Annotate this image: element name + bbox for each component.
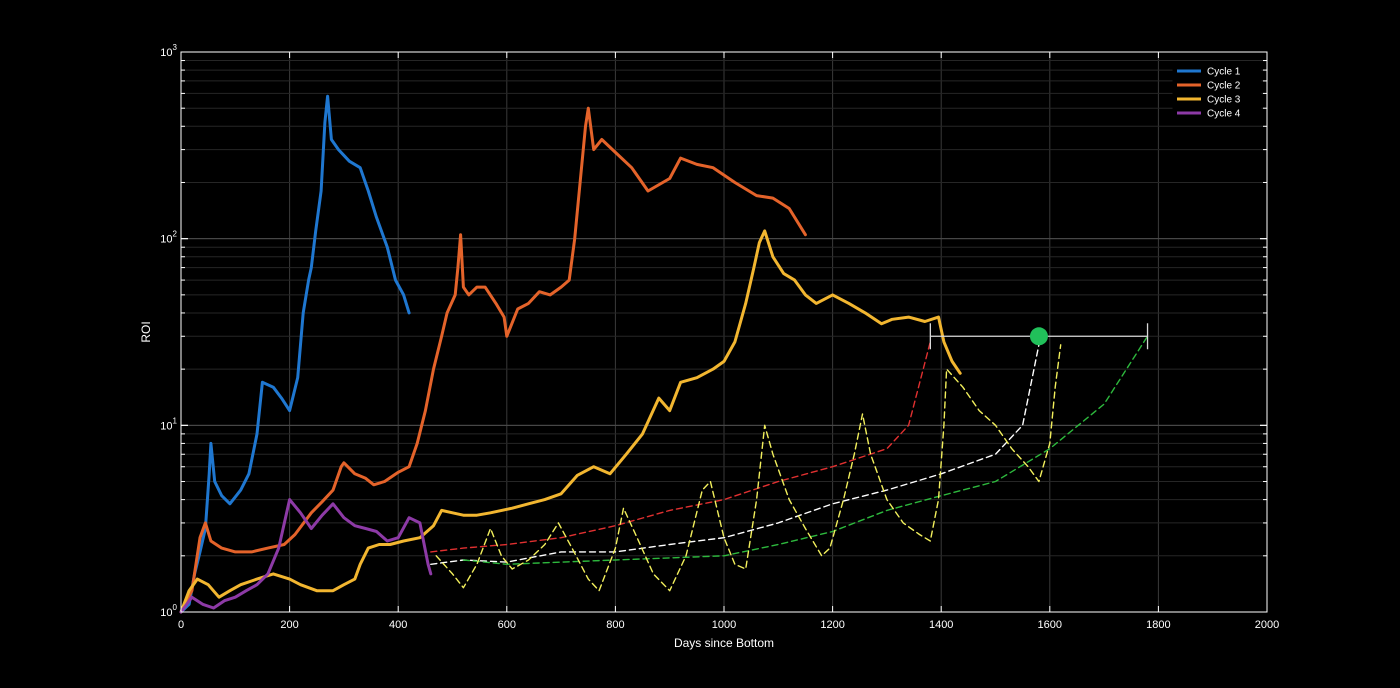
- projection-line-5: [430, 344, 1040, 565]
- series-cycle-4: [179, 498, 433, 614]
- legend-entry: Cycle 3: [1207, 95, 1241, 106]
- x-tick-label: 1200: [820, 619, 844, 631]
- y-tick-label: 103: [160, 43, 177, 59]
- series-cycle-3: [179, 229, 962, 614]
- projection-line-4: [430, 341, 931, 553]
- x-tick-label: 200: [280, 619, 298, 631]
- y-tick-label: 102: [160, 230, 177, 246]
- x-axis-label: Days since Bottom: [674, 636, 774, 650]
- x-tick-label: 800: [606, 619, 624, 631]
- y-tick-label: 100: [160, 603, 177, 619]
- x-tick-label: 1600: [1038, 619, 1062, 631]
- x-tick-label: 1800: [1146, 619, 1170, 631]
- series-layer: [179, 94, 1149, 614]
- x-tick-label: 1000: [712, 619, 736, 631]
- series-cycle-2: [179, 106, 807, 614]
- y-axis-label: ROI: [139, 321, 153, 342]
- grid: [181, 52, 1267, 612]
- series-cycle-1: [179, 94, 411, 614]
- legend: Cycle 1 Cycle 2 Cycle 3 Cycle 4: [1172, 61, 1262, 125]
- projection-line-6: [462, 335, 1149, 565]
- x-tick-label: 400: [389, 619, 407, 631]
- legend-entry: Cycle 1: [1207, 67, 1241, 78]
- x-tick-label: 600: [498, 619, 516, 631]
- x-tick-label: 2000: [1255, 619, 1279, 631]
- annotation-layer: [929, 323, 1149, 350]
- legend-entry: Cycle 4: [1207, 109, 1241, 120]
- x-tick-label: 1400: [929, 619, 953, 631]
- axis-ticks: 0 200 400 600 800 1000 1200 1400 1600 1800 2000 100…: [160, 43, 1279, 631]
- projected-peak-marker: [1029, 327, 1048, 346]
- projection-line-7: [435, 344, 1062, 592]
- y-tick-label: 101: [160, 416, 177, 432]
- legend-entry: Cycle 2: [1207, 81, 1241, 92]
- x-tick-label: 0: [178, 619, 184, 631]
